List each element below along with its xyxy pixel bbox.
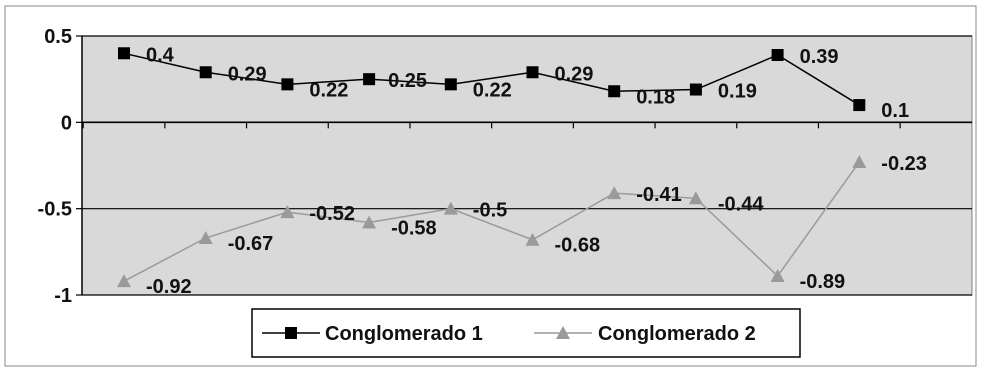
data-label: -0.68 <box>555 235 601 257</box>
data-point <box>281 78 294 91</box>
series <box>117 47 867 288</box>
data-label: -0.52 <box>309 203 355 225</box>
data-point <box>118 47 130 60</box>
data-label: 0.1 <box>881 100 909 122</box>
data-point <box>198 231 213 245</box>
series-line-2 <box>123 161 860 282</box>
data-label: -0.5 <box>473 200 507 222</box>
data-point <box>444 78 457 91</box>
data-label: -0.23 <box>881 153 927 175</box>
data-point <box>853 99 866 112</box>
gridlines <box>82 35 972 296</box>
data-label: 0.22 <box>473 79 512 101</box>
legend-label-conglomerado-2: Conglomerado 2 <box>598 323 756 345</box>
data-point <box>117 274 131 288</box>
data-label: 0.18 <box>636 86 675 108</box>
data-point <box>771 48 784 61</box>
data-point <box>526 66 539 79</box>
data-label: 0.39 <box>800 46 839 68</box>
data-point <box>525 232 540 246</box>
data-label: 0.4 <box>146 44 175 66</box>
data-point <box>852 155 867 169</box>
data-label: 0.25 <box>388 70 427 92</box>
data-point <box>363 73 376 86</box>
data-label: -0.58 <box>391 217 437 239</box>
y-tick-label: 0.5 <box>44 26 72 48</box>
legend-label-conglomerado-1: Conglomerado 1 <box>325 323 483 345</box>
data-point <box>608 85 621 98</box>
data-label: -0.67 <box>228 233 274 255</box>
y-tick-label: -0.5 <box>38 199 72 221</box>
data-point <box>689 83 702 96</box>
data-label: -0.44 <box>718 193 764 215</box>
data-label: -0.92 <box>146 276 192 298</box>
axes: 0.5 0 -0.5 -1 <box>38 26 901 307</box>
data-point <box>770 269 785 283</box>
y-tick-label: 0 <box>61 112 72 134</box>
data-point <box>199 66 212 79</box>
data-point <box>280 205 295 219</box>
plot-area <box>81 35 973 296</box>
data-label: 0.29 <box>228 63 267 85</box>
legend: Conglomerado 1 Conglomerado 2 <box>251 308 801 358</box>
series-line-1 <box>123 52 860 106</box>
data-label: -0.89 <box>800 271 846 293</box>
data-label: 0.22 <box>309 79 348 101</box>
data-point <box>443 201 458 215</box>
data-point <box>688 191 703 205</box>
data-label: 0.19 <box>718 81 757 103</box>
legend-box <box>251 308 801 358</box>
legend-marker-conglomerado-1 <box>285 327 297 339</box>
y-tick-label: -1 <box>54 285 72 307</box>
data-point <box>362 215 377 229</box>
data-point <box>607 186 622 200</box>
data-label: 0.29 <box>555 63 594 85</box>
data-label: -0.41 <box>636 184 682 206</box>
data-labels: 0.4 0.29 0.22 0.25 0.22 0.29 0.18 0.19 0.39 0.1 -0… <box>146 44 927 298</box>
legend-marker-conglomerado-2 <box>556 326 570 339</box>
